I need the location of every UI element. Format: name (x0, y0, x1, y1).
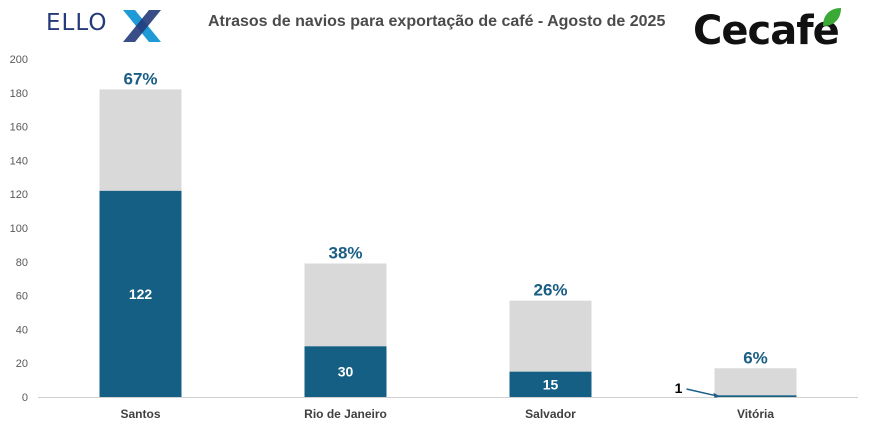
ello-x-mark-icon (123, 10, 161, 42)
bar-total-segment (99, 89, 182, 191)
cecafe-logo-text: Cecafe (693, 8, 840, 54)
percent-label: 6% (743, 348, 768, 367)
y-tick-label: 160 (10, 122, 28, 134)
y-tick-label: 80 (16, 257, 28, 269)
data-label: 15 (543, 376, 559, 392)
bar-delayed-segment (304, 346, 387, 397)
chart-title: Atrasos de navios para exportação de caf… (208, 13, 666, 30)
y-tick-label: 60 (16, 291, 28, 303)
y-tick-label: 120 (10, 189, 28, 201)
y-tick-label: 0 (22, 392, 28, 404)
x-tick-label: Vitória (737, 407, 774, 421)
cecafe-logo: Cecafe (693, 8, 841, 54)
leaf-icon (823, 8, 841, 26)
percent-label: 67% (123, 69, 157, 88)
data-label-arrow (686, 388, 719, 398)
y-tick-label: 20 (16, 358, 28, 370)
y-tick-label: 140 (10, 155, 28, 167)
y-tick-label: 40 (16, 324, 28, 336)
bar-delayed-segment (99, 190, 182, 397)
y-tick-label: 100 (10, 223, 28, 235)
data-label: 122 (129, 286, 153, 302)
y-tick-label: 200 (10, 54, 28, 66)
bar-total-segment (509, 300, 592, 372)
ello-logo: ELLO (46, 10, 161, 42)
x-tick-label: Rio de Janeiro (304, 407, 387, 421)
y-tick-label: 180 (10, 88, 28, 100)
bar-delayed-segment (509, 371, 592, 397)
data-label: 30 (338, 364, 354, 380)
data-label-arrowhead (713, 392, 721, 398)
bar-total-segment (714, 368, 797, 396)
bar-total-segment (304, 263, 387, 347)
data-label: 1 (675, 380, 683, 396)
percent-label: 26% (533, 281, 567, 300)
bar-delayed-segment (714, 395, 797, 397)
percent-label: 38% (328, 243, 362, 262)
x-tick-label: Salvador (525, 407, 576, 421)
x-tick-label: Santos (120, 407, 160, 421)
ello-logo-text: ELLO (46, 10, 108, 36)
